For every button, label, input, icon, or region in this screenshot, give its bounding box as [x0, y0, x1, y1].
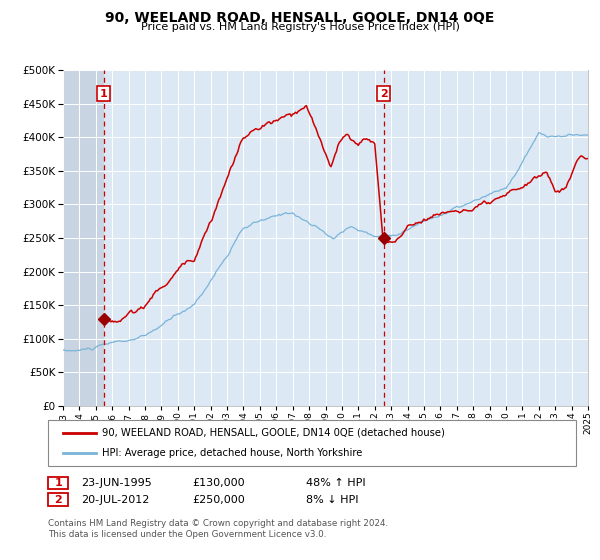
Bar	[63, 70, 104, 406]
Text: 1: 1	[100, 88, 107, 99]
Text: 23-JUN-1995: 23-JUN-1995	[81, 478, 152, 488]
Text: Price paid vs. HM Land Registry's House Price Index (HPI): Price paid vs. HM Land Registry's House …	[140, 22, 460, 32]
Text: £130,000: £130,000	[192, 478, 245, 488]
Text: 2: 2	[380, 88, 388, 99]
Text: £250,000: £250,000	[192, 494, 245, 505]
Text: 90, WEELAND ROAD, HENSALL, GOOLE, DN14 0QE (detached house): 90, WEELAND ROAD, HENSALL, GOOLE, DN14 0…	[102, 428, 445, 438]
Text: 2: 2	[55, 494, 62, 505]
Text: HPI: Average price, detached house, North Yorkshire: HPI: Average price, detached house, Nort…	[102, 448, 362, 458]
Text: 1: 1	[55, 478, 62, 488]
Text: 8% ↓ HPI: 8% ↓ HPI	[306, 494, 359, 505]
Text: 20-JUL-2012: 20-JUL-2012	[81, 494, 149, 505]
Text: Contains HM Land Registry data © Crown copyright and database right 2024.
This d: Contains HM Land Registry data © Crown c…	[48, 519, 388, 539]
Text: 90, WEELAND ROAD, HENSALL, GOOLE, DN14 0QE: 90, WEELAND ROAD, HENSALL, GOOLE, DN14 0…	[106, 11, 494, 25]
Text: 48% ↑ HPI: 48% ↑ HPI	[306, 478, 365, 488]
